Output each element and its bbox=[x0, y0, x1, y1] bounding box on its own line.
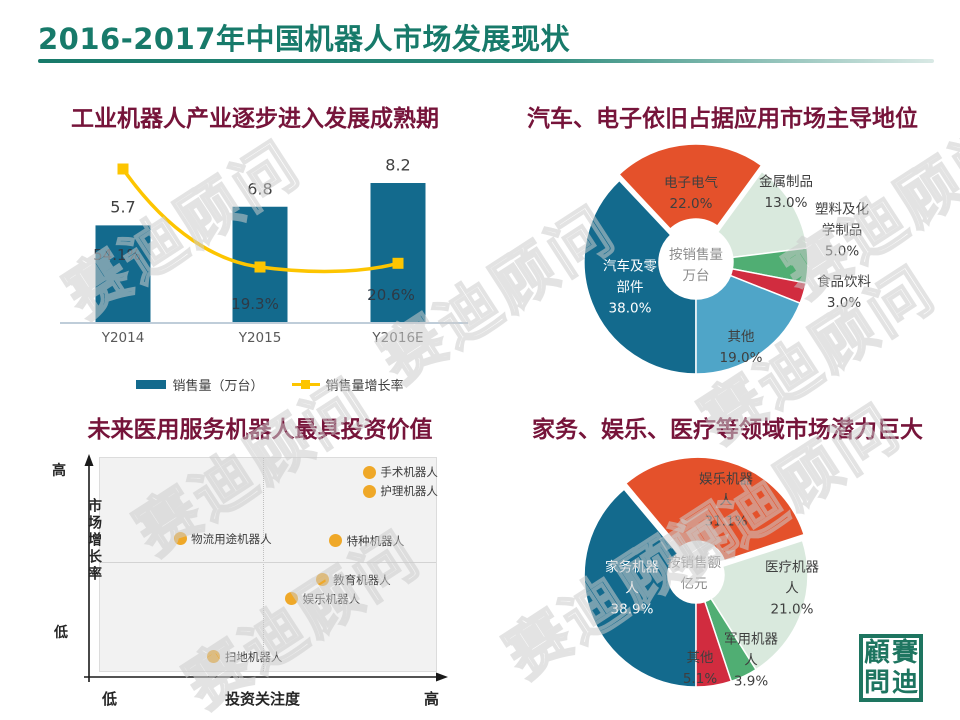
pie-canvas bbox=[583, 456, 809, 688]
axes-canvas bbox=[84, 454, 448, 682]
pie-center-label: 按销售额 亿元 bbox=[667, 555, 721, 592]
growth-value-label: 54.1% bbox=[93, 246, 141, 264]
legend-label-sales: 销售量（万台） bbox=[172, 379, 264, 394]
scatter-point-label: 娱乐机器人 bbox=[302, 591, 361, 606]
pie-slice-金属制品 bbox=[716, 170, 808, 259]
section-title-investment: 未来医用服务机器人最具投资价值 bbox=[87, 417, 433, 443]
pie-slice-label: 医疗机器人 21.0% bbox=[765, 559, 819, 618]
pie-slice-label: 金属制品 13.0% bbox=[759, 174, 813, 211]
scatter-point bbox=[207, 650, 221, 664]
pie-slice-label: 塑料及化 学制品 5.0% bbox=[815, 201, 869, 260]
legend-line-marker-icon bbox=[300, 380, 310, 389]
x-axis-high-label: 高 bbox=[424, 690, 440, 708]
scatter-point-label: 特种机器人 bbox=[346, 533, 405, 548]
pie-slice-其他 bbox=[695, 600, 733, 688]
scatter-point bbox=[362, 465, 376, 479]
scatter-point bbox=[315, 573, 329, 587]
pie-slice-label: 汽车及零 部件 38.0% bbox=[603, 258, 657, 317]
section-title-service: 家务、娱乐、医疗等领域市场潜力巨大 bbox=[532, 417, 923, 443]
pie-slice-汽车及零部件 bbox=[583, 179, 697, 375]
section-title-industrial: 工业机器人产业逐步进入发展成熟期 bbox=[71, 106, 439, 132]
line-marker-icon bbox=[254, 261, 266, 273]
x-tick-label: Y2014 bbox=[101, 330, 145, 346]
legend-line-swatch-icon bbox=[291, 380, 320, 389]
bar-value-label: 8.2 bbox=[385, 155, 411, 175]
pie-slice-家务机器人 bbox=[583, 488, 697, 688]
pie-slice-医疗机器人 bbox=[709, 539, 809, 671]
pie-slice-电子电气 bbox=[617, 143, 763, 231]
legend-bar-swatch-icon bbox=[136, 380, 167, 389]
y-axis-high-label: 高 bbox=[52, 463, 66, 479]
seal-char: 賽 bbox=[891, 638, 918, 668]
y-axis-title: 市场增长率 bbox=[86, 498, 102, 583]
x-tick-label: Y2016E bbox=[372, 330, 424, 346]
pie-slice-label: 电子电气 22.0% bbox=[664, 175, 718, 212]
scatter-point bbox=[362, 484, 376, 498]
company-seal: 顧 賽 問 迪 bbox=[859, 634, 923, 702]
pie-slice-其他 bbox=[695, 274, 802, 375]
line-marker-icon bbox=[392, 257, 404, 269]
pie-slice-label: 其他 19.0% bbox=[719, 329, 763, 366]
x-axis-title: 投资关注度 bbox=[225, 690, 301, 708]
title-underline bbox=[38, 59, 934, 63]
page-title: 2016-2017年中国机器人市场发展现状 bbox=[38, 22, 570, 56]
pie-slice-label: 家务机器人 38.9% bbox=[605, 559, 659, 618]
quadrant-vertical-divider bbox=[263, 458, 264, 671]
growth-value-label: 19.3% bbox=[231, 295, 279, 313]
legend-item-growth: 销售量增长率 bbox=[291, 375, 404, 394]
growth-value-label: 20.6% bbox=[367, 286, 415, 304]
bar-Y2014 bbox=[95, 225, 151, 322]
bar-chart-canvas bbox=[60, 163, 468, 324]
scatter-point-label: 物流用途机器人 bbox=[191, 531, 272, 546]
quadrant-horizontal-divider bbox=[100, 562, 436, 563]
legend-item-sales: 销售量（万台） bbox=[136, 375, 264, 394]
bar-value-label: 6.8 bbox=[247, 179, 273, 199]
scatter-point-label: 手术机器人 bbox=[380, 465, 438, 480]
bar-value-label: 5.7 bbox=[110, 197, 136, 217]
scatter-point bbox=[285, 592, 299, 606]
seal-char: 迪 bbox=[891, 668, 918, 698]
scatter-point bbox=[329, 534, 343, 548]
x-tick-label: Y2015 bbox=[238, 330, 282, 346]
y-axis-low-label: 低 bbox=[54, 625, 68, 641]
pie-canvas bbox=[583, 143, 809, 375]
scatter-point bbox=[173, 532, 187, 546]
pie-slice-label: 其他 5.1% bbox=[682, 650, 718, 687]
investment-scatter-chart: 高 市场增长率 低 低 投资关注度 高 手术机器人护理机器人物流用途机器人 特种机… bbox=[40, 450, 460, 720]
scatter-point-label: 扫地机器人 bbox=[224, 649, 283, 664]
pie-slice-娱乐机器人 bbox=[624, 456, 806, 562]
seal-char: 顧 bbox=[863, 638, 890, 668]
pie-center-label: 按销售量 万台 bbox=[669, 247, 723, 284]
bar-line-chart: 销售量（万台） 销售量增长率 5.7 6.8 8.2 54.1% 19.3% 20.6% Y… bbox=[60, 145, 480, 405]
pie-slice-label: 娱乐机器人 31.1% bbox=[699, 471, 753, 530]
scatter-point-label: 教育机器人 bbox=[333, 572, 391, 587]
x-axis-arrow-icon bbox=[436, 672, 448, 682]
scatter-point-label: 护理机器人 bbox=[380, 484, 438, 499]
chart-legend: 销售量（万台） 销售量增长率 bbox=[60, 375, 480, 394]
line-marker-icon bbox=[117, 163, 129, 175]
pie-slice-label: 军用机器人 3.9% bbox=[724, 631, 778, 690]
section-title-application: 汽车、电子依旧占据应用市场主导地位 bbox=[527, 106, 918, 132]
seal-char: 問 bbox=[863, 668, 890, 698]
service-donut-chart: 家务机器人 38.9% 娱乐机器人 31.1% 医疗机器人 21.0% 军用机器人 3.9% 其… bbox=[540, 440, 960, 720]
bar-Y2016E bbox=[370, 183, 426, 322]
legend-label-growth: 销售量增长率 bbox=[325, 379, 404, 394]
plot-area bbox=[99, 457, 437, 672]
x-axis-low-label: 低 bbox=[102, 690, 118, 708]
y-axis-arrow-icon bbox=[84, 454, 94, 466]
pie-slice-label: 食品饮料 3.0% bbox=[817, 274, 871, 311]
application-donut-chart: 汽车及零 部件 38.0% 电子电气 22.0% 金属制品 13.0% 塑料及化 学制品 5.0%… bbox=[540, 140, 960, 390]
